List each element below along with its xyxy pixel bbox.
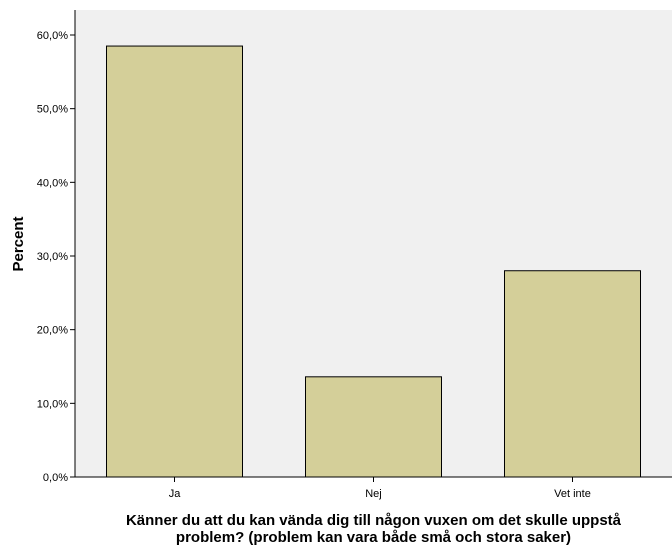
x-axis-title-line-2: problem? (problem kan vara både små och … [175, 529, 572, 546]
y-axis-label: Percent [10, 216, 27, 271]
y-tick-label: 60,0% [37, 30, 68, 42]
bar-0 [106, 45, 243, 478]
y-tick-label: 0,0% [43, 472, 68, 484]
y-tick-label: 50,0% [37, 104, 68, 116]
y-tick-label: 20,0% [37, 325, 68, 337]
x-tick-label: Nej [365, 488, 382, 500]
y-tick-label: 10,0% [37, 398, 68, 410]
y-tick-label: 30,0% [37, 251, 68, 263]
bar-2 [504, 270, 641, 478]
x-tick-label: Vet inte [554, 488, 591, 500]
x-axis-title: Känner du att du kan vända dig till någo… [75, 512, 672, 546]
x-axis-title-line-1: Känner du att du kan vända dig till någo… [125, 512, 622, 529]
y-tick-label: 40,0% [37, 177, 68, 189]
x-tick-label: Ja [169, 488, 182, 500]
bar-1 [305, 376, 442, 478]
